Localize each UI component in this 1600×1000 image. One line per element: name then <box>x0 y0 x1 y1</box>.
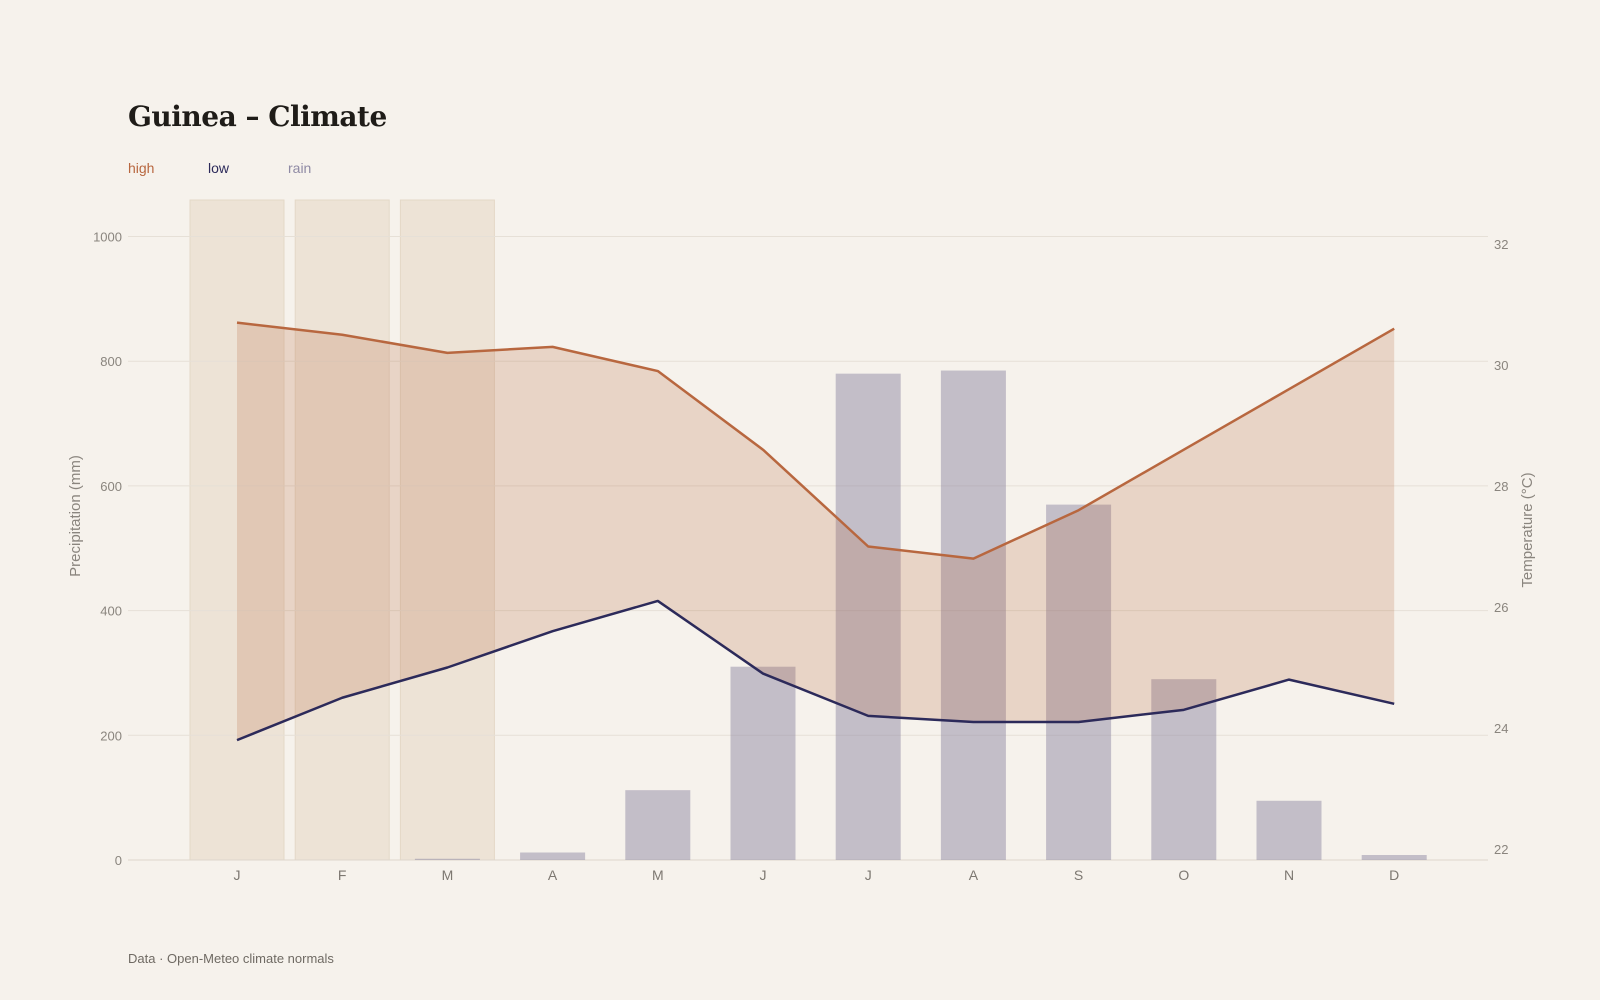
x-tick-label: M <box>652 867 664 883</box>
y-right-tick-label: 30 <box>1494 358 1508 373</box>
rain-bar <box>835 373 901 860</box>
x-tick-label: J <box>234 867 241 883</box>
y-left-tick-label: 200 <box>100 728 122 743</box>
chart-title: Guinea – Climate <box>128 100 387 133</box>
y-left-tick-label: 1000 <box>93 230 122 245</box>
x-tick-label: J <box>760 867 767 883</box>
dry-season-highlight <box>189 199 285 861</box>
x-tick-label: D <box>1389 867 1399 883</box>
legend-low: low <box>208 160 230 176</box>
x-tick-label: J <box>865 867 872 883</box>
rain-bar <box>1256 800 1322 860</box>
y-left-tick-label: 800 <box>100 354 122 369</box>
rain-bar <box>1361 855 1427 860</box>
y-left-tick-label: 0 <box>115 853 122 868</box>
dry-season-highlight <box>399 199 495 861</box>
rain-bar <box>1046 504 1112 860</box>
x-tick-label: A <box>548 867 558 883</box>
y-right-tick-label: 28 <box>1494 479 1508 494</box>
x-tick-label: N <box>1284 867 1294 883</box>
rain-bar <box>940 370 1006 860</box>
x-tick-label: O <box>1178 867 1189 883</box>
legend-high: high <box>128 160 155 176</box>
x-tick-label: F <box>338 867 347 883</box>
rain-bar <box>730 666 796 860</box>
rain-bar <box>625 790 691 860</box>
y-right-tick-label: 32 <box>1494 237 1508 252</box>
y-left-axis-title: Precipitation (mm) <box>67 455 84 577</box>
y-right-tick-label: 24 <box>1494 721 1508 736</box>
y-left-tick-label: 400 <box>100 604 122 619</box>
y-right-axis-title: Temperature (°C) <box>1519 472 1536 587</box>
rain-bar <box>414 858 480 860</box>
y-right-tick-label: 22 <box>1494 842 1508 857</box>
x-tick-label: M <box>442 867 454 883</box>
y-right-tick-label: 26 <box>1494 600 1508 615</box>
low-line <box>236 599 1395 742</box>
dry-season-highlight <box>294 199 390 861</box>
x-tick-label: S <box>1074 867 1083 883</box>
source-note: Data · Open-Meteo climate normals <box>128 951 334 966</box>
rain-bar <box>520 852 586 860</box>
x-tick-label: A <box>969 867 979 883</box>
legend-rain: rain <box>288 160 312 176</box>
temperature-range-band <box>237 322 1395 741</box>
high-line <box>236 321 1395 560</box>
y-left-tick-label: 600 <box>100 479 122 494</box>
